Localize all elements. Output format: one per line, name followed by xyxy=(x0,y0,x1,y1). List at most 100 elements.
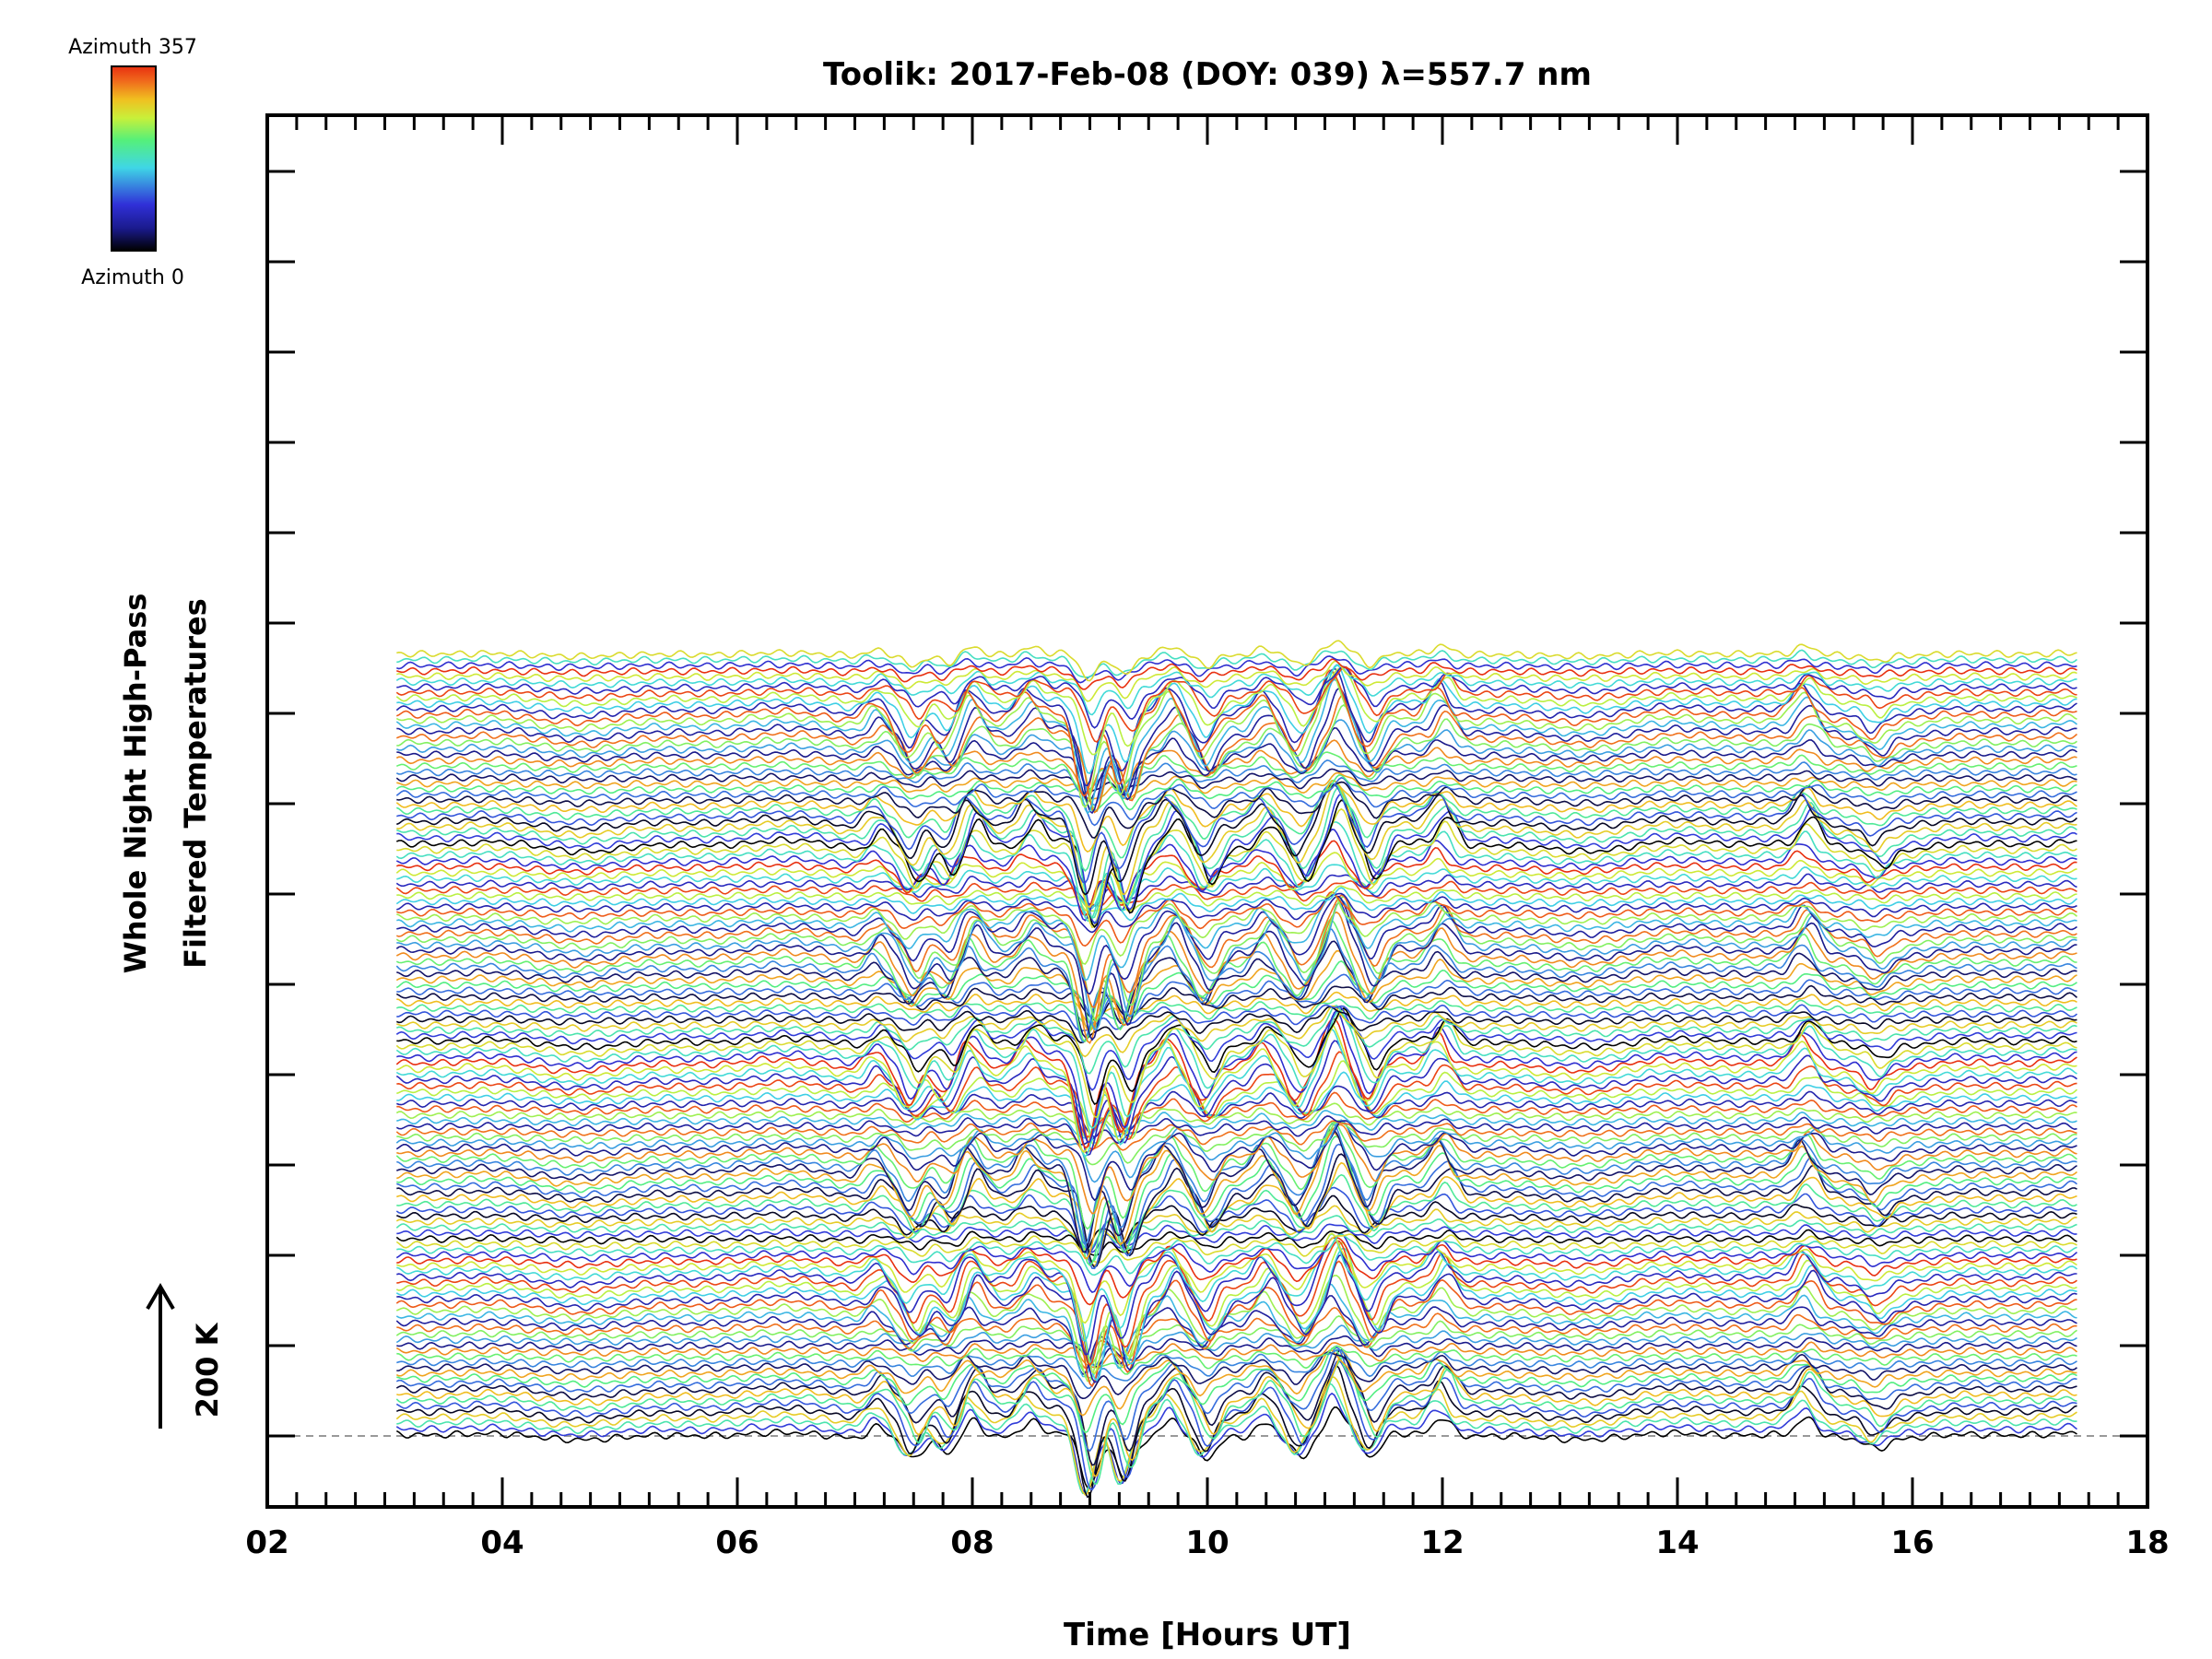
x-tick-label: 12 xyxy=(1420,1524,1464,1561)
series-line xyxy=(395,1349,2077,1417)
y-axis-label-line2: Filtered Temperatures xyxy=(178,598,213,969)
series-line xyxy=(396,726,2077,802)
series-line xyxy=(395,1232,2078,1294)
series-line xyxy=(396,1194,2077,1253)
series-line xyxy=(396,771,2077,801)
series-line xyxy=(396,1110,2077,1139)
colorbar-legend: Azimuth 357 Azimuth 0 xyxy=(68,36,197,289)
series-line xyxy=(395,1006,2077,1091)
series-line xyxy=(395,829,2077,922)
series-line xyxy=(396,1123,2077,1246)
series-line xyxy=(396,1237,2077,1306)
chart-title: Toolik: 2017-Feb-08 (DOY: 039) λ=557.7 n… xyxy=(823,56,1592,93)
series-line xyxy=(395,1186,2077,1254)
series-line xyxy=(396,991,2077,1024)
series-line xyxy=(395,1010,2077,1130)
colorbar xyxy=(111,65,157,252)
y-axis-label-line1: Whole Night High-Pass xyxy=(118,594,153,974)
series-line xyxy=(396,1051,2077,1151)
series-line xyxy=(395,1356,2077,1485)
series-line xyxy=(396,1240,2077,1367)
series-line xyxy=(395,1341,2078,1369)
series-line xyxy=(395,900,2077,1041)
series-line xyxy=(395,739,2077,800)
plot-frame xyxy=(265,113,2149,1509)
series-line xyxy=(396,759,2077,794)
series-line xyxy=(396,665,2077,729)
series-line xyxy=(395,751,2077,794)
series-line xyxy=(396,687,2077,815)
series-line xyxy=(395,1359,2077,1491)
series-line xyxy=(396,1347,2077,1434)
scale-arrow-head-icon xyxy=(146,1283,175,1311)
series-line xyxy=(395,1346,2077,1453)
series-line xyxy=(395,1008,2077,1119)
series-line xyxy=(395,665,2077,743)
series-line xyxy=(396,1233,2077,1277)
y-axis-label: Whole Night High-Pass Filtered Temperatu… xyxy=(118,594,213,974)
series-line xyxy=(396,1143,2077,1270)
scale-label: 200 K xyxy=(190,1322,225,1418)
series-line xyxy=(395,1406,2077,1488)
series-line xyxy=(395,1040,2077,1157)
series-line xyxy=(396,1306,2077,1370)
series-line xyxy=(396,783,2078,896)
x-tick-label: 04 xyxy=(480,1524,524,1561)
series-line xyxy=(396,894,2077,1008)
x-tick-label: 06 xyxy=(715,1524,759,1561)
series-line xyxy=(396,940,2077,1039)
x-tick-label: 08 xyxy=(950,1524,994,1561)
series-line xyxy=(396,1173,2077,1263)
series-line xyxy=(395,1260,2077,1388)
x-tick-label: 14 xyxy=(1655,1524,1699,1561)
series-line xyxy=(396,1153,2077,1269)
series-line xyxy=(396,1119,2077,1166)
series-line xyxy=(395,879,2077,907)
series-line xyxy=(396,1091,2077,1138)
x-tick-label: 16 xyxy=(1890,1524,1934,1561)
series-line xyxy=(396,864,2077,910)
series-line xyxy=(396,998,2077,1029)
series-line xyxy=(395,887,2078,924)
series-line xyxy=(396,1005,2077,1058)
x-tick-labels: 02 04 06 08 10 12 14 16 18 xyxy=(245,1524,2169,1561)
series-line xyxy=(395,1120,2077,1202)
series-line xyxy=(395,1392,2077,1494)
series-line xyxy=(395,1295,2077,1376)
series-line xyxy=(396,1128,2077,1253)
series-line xyxy=(396,1060,2078,1147)
series-line xyxy=(396,1006,2077,1044)
series-line xyxy=(396,1351,2077,1477)
series-line xyxy=(395,774,2077,812)
series-line xyxy=(395,1233,2077,1264)
series-line xyxy=(395,1028,2077,1159)
x-tick-label: 10 xyxy=(1185,1524,1229,1561)
series-line xyxy=(396,1382,2077,1495)
series-line xyxy=(396,1006,2077,1106)
series-line xyxy=(395,984,2078,1021)
series-line xyxy=(396,655,2077,684)
series-line xyxy=(395,1349,2077,1466)
series-line xyxy=(396,895,2077,995)
scale-indicator: 200 K xyxy=(146,1283,225,1429)
series-line xyxy=(395,928,2077,1043)
series-line xyxy=(395,959,2077,1030)
series-line xyxy=(396,890,2077,947)
series-line xyxy=(396,1005,2077,1075)
series-line xyxy=(395,1229,2077,1256)
series-line xyxy=(396,1085,2077,1138)
series-line xyxy=(396,669,2077,796)
series-line xyxy=(395,1247,2077,1382)
series-line xyxy=(396,1237,2077,1356)
series-line xyxy=(395,1119,2077,1183)
series-line xyxy=(395,664,2077,716)
series-line xyxy=(395,873,2077,907)
series-line xyxy=(396,885,2077,912)
series-line xyxy=(395,1324,2077,1367)
colorbar-top-label: Azimuth 357 xyxy=(68,36,197,59)
series-line xyxy=(396,786,2077,920)
series-line xyxy=(395,777,2077,827)
series-group xyxy=(395,640,2078,1499)
series-line xyxy=(395,1102,2077,1139)
series-line xyxy=(396,1253,2077,1383)
